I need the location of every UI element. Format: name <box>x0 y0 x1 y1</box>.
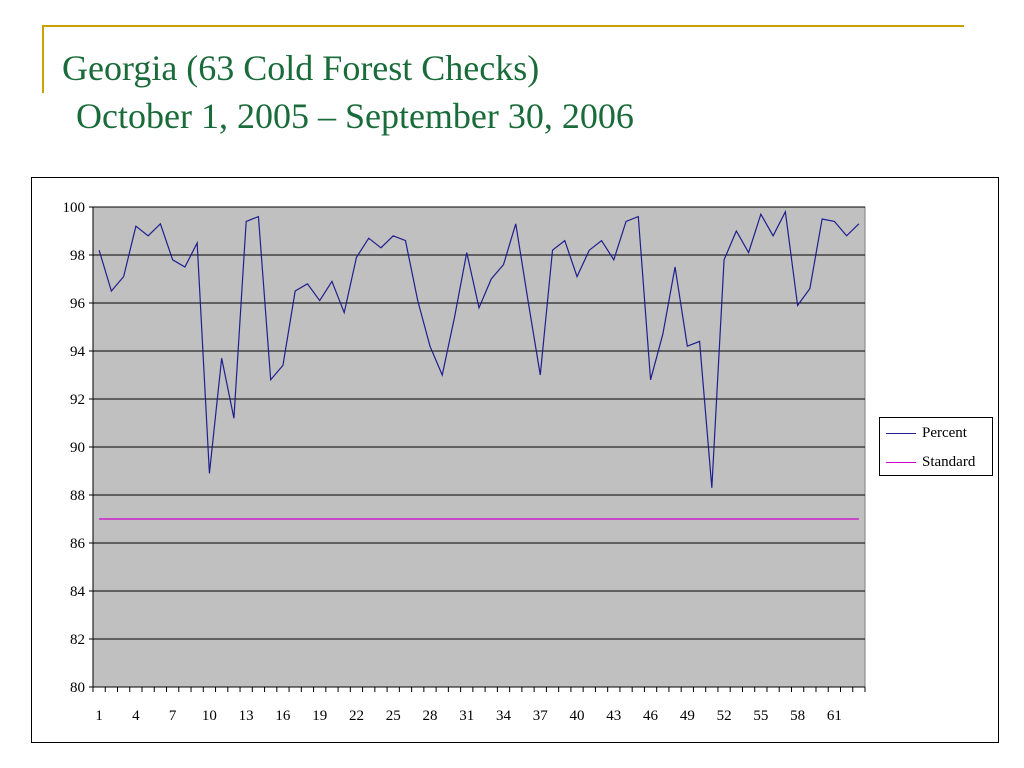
legend-item-standard: Standard <box>886 453 975 471</box>
x-tick-label: 19 <box>312 708 327 724</box>
chart-frame: 80 82 84 86 88 90 92 94 96 98 100 1 4 7 10 13 16 19 22 25 28… <box>31 177 999 743</box>
y-tick-label: 88 <box>70 488 85 504</box>
y-tick-label: 92 <box>70 392 85 408</box>
y-tick-label: 86 <box>70 536 86 552</box>
y-tick-label: 80 <box>70 680 85 696</box>
x-tick-label: 61 <box>827 708 842 724</box>
title-accent-rule-horizontal <box>42 25 964 27</box>
x-tick-label: 31 <box>459 708 474 724</box>
x-tick-label: 40 <box>570 708 585 724</box>
y-tick-label: 94 <box>70 344 86 360</box>
legend-swatch-standard <box>886 461 916 463</box>
slide-title: Georgia (63 Cold Forest Checks) October … <box>62 44 634 140</box>
y-tick-label: 84 <box>70 584 86 600</box>
x-tick-label: 49 <box>680 708 695 724</box>
legend-swatch-percent <box>886 432 916 434</box>
x-tick-label: 1 <box>95 708 103 724</box>
x-tick-label: 55 <box>753 708 768 724</box>
series-line-percent <box>98 209 860 488</box>
x-tick-label: 16 <box>275 708 291 724</box>
y-tick-label: 82 <box>70 632 85 648</box>
x-tick-label: 34 <box>496 708 512 724</box>
x-tick-label: 22 <box>349 708 364 724</box>
x-tick-label: 10 <box>202 708 217 724</box>
x-tick-label: 25 <box>386 708 401 724</box>
line-chart: 80 82 84 86 88 90 92 94 96 98 100 1 4 7 10 13 16 19 22 25 28… <box>63 200 866 724</box>
title-accent-rule-vertical <box>42 25 44 93</box>
y-tick-label: 100 <box>63 200 86 216</box>
x-tick-label: 28 <box>422 708 437 724</box>
slide-title-line-2: October 1, 2005 – September 30, 2006 <box>76 96 634 136</box>
y-tick-label: 96 <box>70 296 86 312</box>
chart-legend: Percent Standard <box>879 417 993 476</box>
y-tick-label: 90 <box>70 440 85 456</box>
x-tick-label: 37 <box>533 708 549 724</box>
x-tick-label: 7 <box>169 708 177 724</box>
slide-title-line-1: Georgia (63 Cold Forest Checks) <box>62 48 540 88</box>
x-tick-label: 58 <box>790 708 805 724</box>
legend-label-percent: Percent <box>922 424 967 441</box>
x-tick-label: 13 <box>239 708 254 724</box>
x-tick-label: 46 <box>643 708 659 724</box>
legend-item-percent: Percent <box>886 424 967 442</box>
x-tick-label: 43 <box>606 708 621 724</box>
x-tick-label: 52 <box>717 708 732 724</box>
legend-label-standard: Standard <box>922 453 976 470</box>
y-tick-label: 98 <box>70 248 85 264</box>
x-tick-label: 4 <box>132 708 140 724</box>
